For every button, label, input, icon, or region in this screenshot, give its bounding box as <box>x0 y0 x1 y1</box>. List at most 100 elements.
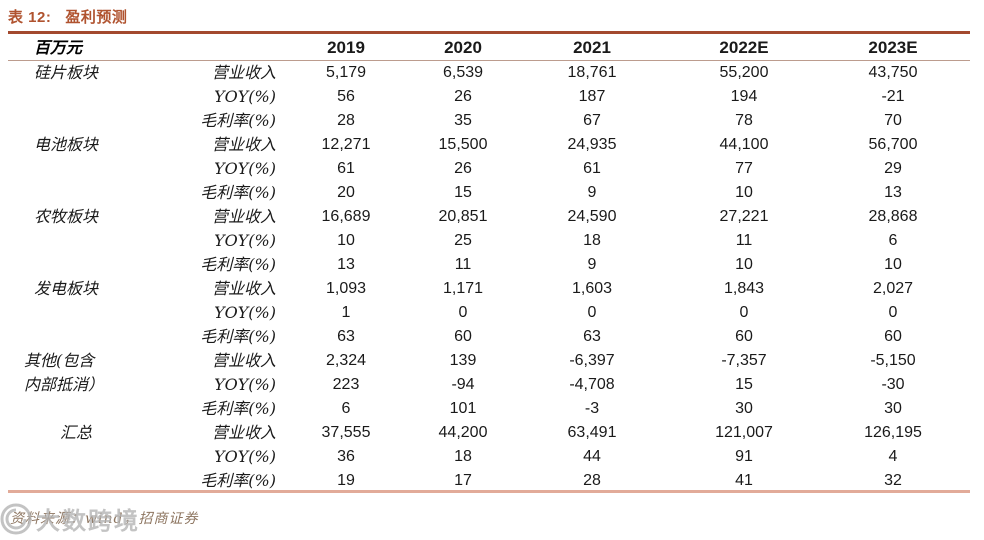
cell-value: 30 <box>735 400 753 417</box>
metric-label: 毛利率(%) <box>200 111 276 130</box>
cell-value: 9 <box>587 256 597 273</box>
segment-label: 其他(包含 <box>24 351 95 370</box>
cell-value: 10 <box>735 184 753 201</box>
cell-value: 10 <box>735 256 753 273</box>
metric-label: 营业收入 <box>211 351 276 370</box>
cell-value: 2,027 <box>872 280 914 297</box>
segment-label: 硅片板块 <box>34 63 99 82</box>
cell-value: 25 <box>454 232 472 249</box>
segment-label: 农牧板块 <box>34 207 99 226</box>
cell-value: 44 <box>583 448 601 465</box>
segment-label: 内部抵消） <box>24 375 105 394</box>
cell-value: 61 <box>583 160 601 177</box>
profit-forecast-table: 百万元 2019 2020 2021 2022E 2023E 硅片板块 营业收入… <box>8 34 970 493</box>
table-number-label: 表 12: <box>8 9 52 26</box>
table-row: YOY(%) 1 0 0 0 0 <box>8 301 970 325</box>
cell-value: 101 <box>449 400 477 417</box>
cell-value: 17 <box>454 472 472 489</box>
cell-value: 44,100 <box>719 136 769 153</box>
metric-label: 营业收入 <box>211 207 276 226</box>
metric-label: 毛利率(%) <box>200 327 276 346</box>
table-row: 毛利率(%) 19 17 28 41 32 <box>8 469 970 493</box>
watermark-text: 大数跨境 <box>36 508 140 535</box>
cell-value: 24,590 <box>567 208 617 225</box>
cell-value: 30 <box>884 400 902 417</box>
cell-value: 63,491 <box>567 424 617 441</box>
cell-value: 20,851 <box>438 208 488 225</box>
report-page: 表 12: 盈利预测 百万元 2019 2020 2021 2022E 2023E… <box>0 6 984 540</box>
cell-value: 63 <box>337 328 355 345</box>
cell-value: 0 <box>587 304 597 321</box>
year-header-2023e: 2023E <box>868 38 918 57</box>
cell-value: 36 <box>337 448 355 465</box>
metric-label: 营业收入 <box>211 63 276 82</box>
cell-value: 139 <box>449 352 477 369</box>
cell-value: 43,750 <box>868 64 918 81</box>
metric-label: 毛利率(%) <box>200 255 276 274</box>
cell-value: 61 <box>337 160 355 177</box>
metric-label: YOY(%) <box>214 303 276 322</box>
cell-value: 9 <box>587 184 597 201</box>
cell-value: 56,700 <box>868 136 918 153</box>
cell-value: 12,271 <box>321 136 371 153</box>
cell-value: -3 <box>584 400 600 417</box>
cell-value: 6,539 <box>442 64 484 81</box>
table-row: 发电板块 营业收入 1,093 1,171 1,603 1,843 2,027 <box>8 277 970 301</box>
segment-label <box>8 181 173 205</box>
cell-value: 0 <box>458 304 468 321</box>
cell-value: 11 <box>735 232 753 249</box>
table-row: 毛利率(%) 13 11 9 10 10 <box>8 253 970 277</box>
metric-label: YOY(%) <box>214 447 276 466</box>
table-row: 内部抵消） YOY(%) 223 -94 -4,708 15 -30 <box>8 373 970 397</box>
cell-value: 24,935 <box>567 136 617 153</box>
cell-value: 29 <box>884 160 902 177</box>
cell-value: 19 <box>337 472 355 489</box>
year-header-2019: 2019 <box>327 38 365 57</box>
cell-value: 41 <box>735 472 753 489</box>
cell-value: 0 <box>739 304 749 321</box>
cell-value: 18 <box>583 232 601 249</box>
year-header-2020: 2020 <box>444 38 482 57</box>
cell-value: 27,221 <box>719 208 769 225</box>
cell-value: 6 <box>888 232 898 249</box>
cell-value: 0 <box>888 304 898 321</box>
cell-value: 1,603 <box>571 280 613 297</box>
cell-value: 20 <box>337 184 355 201</box>
table-row: 电池板块 营业收入 12,271 15,500 24,935 44,100 56… <box>8 133 970 157</box>
cell-value: 15 <box>454 184 472 201</box>
watermark-logo-icon <box>0 502 32 535</box>
metric-label: 营业收入 <box>211 135 276 154</box>
cell-value: 1 <box>341 304 351 321</box>
cell-value: 55,200 <box>719 64 769 81</box>
cell-value: 194 <box>730 88 758 105</box>
segment-label <box>8 301 173 325</box>
cell-value: 126,195 <box>864 424 922 441</box>
table-row: 汇总 营业收入 37,555 44,200 63,491 121,007 126… <box>8 421 970 445</box>
cell-value: 63 <box>583 328 601 345</box>
table-row: 其他(包含 营业收入 2,324 139 -6,397 -7,357 -5,15… <box>8 349 970 373</box>
cell-value: 78 <box>735 112 753 129</box>
table-row: YOY(%) 10 25 18 11 6 <box>8 229 970 253</box>
table-row: 毛利率(%) 28 35 67 78 70 <box>8 109 970 133</box>
segment-label <box>8 445 173 469</box>
table-row: YOY(%) 36 18 44 91 4 <box>8 445 970 469</box>
table-row: 毛利率(%) 63 60 63 60 60 <box>8 325 970 349</box>
cell-value: 1,171 <box>442 280 484 297</box>
segment-label <box>8 253 173 277</box>
cell-value: 28 <box>337 112 355 129</box>
cell-value: -21 <box>881 88 905 105</box>
table-header-row: 百万元 2019 2020 2021 2022E 2023E <box>8 34 970 61</box>
metric-header-empty <box>173 34 278 61</box>
metric-label: YOY(%) <box>214 159 276 178</box>
cell-value: 1,093 <box>325 280 367 297</box>
cell-value: 37,555 <box>321 424 371 441</box>
segment-label <box>8 397 173 421</box>
cell-value: 13 <box>884 184 902 201</box>
cell-value: 77 <box>735 160 753 177</box>
cell-value: 10 <box>884 256 902 273</box>
metric-label: 毛利率(%) <box>200 471 276 490</box>
cell-value: 13 <box>337 256 355 273</box>
metric-label: YOY(%) <box>214 231 276 250</box>
cell-value: 6 <box>341 400 351 417</box>
metric-label: 毛利率(%) <box>200 183 276 202</box>
